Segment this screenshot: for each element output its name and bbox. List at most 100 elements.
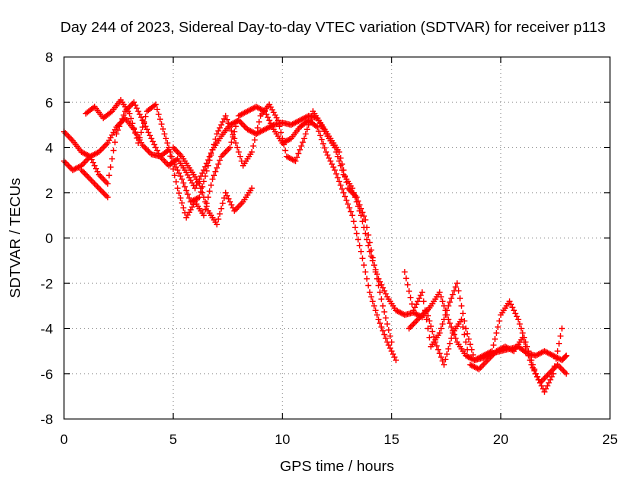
data-point: [360, 213, 367, 220]
data-point: [439, 320, 446, 327]
data-point: [307, 117, 314, 124]
data-point: [222, 189, 229, 196]
data-point: [346, 204, 353, 211]
data-point: [344, 201, 351, 208]
data-point: [155, 111, 162, 118]
data-point: [229, 131, 236, 138]
data-point: [446, 320, 453, 327]
data-point: [532, 370, 539, 377]
x-tick-label: 20: [493, 431, 509, 447]
data-point: [465, 354, 472, 361]
data-point: [363, 236, 370, 243]
x-tick-label: 15: [384, 431, 400, 447]
data-point: [296, 146, 303, 153]
data-point: [419, 289, 426, 296]
data-point: [142, 123, 149, 130]
data-point: [470, 351, 477, 358]
data-point: [323, 149, 330, 156]
data-point: [464, 330, 471, 337]
data-point: [177, 173, 184, 180]
data-point: [365, 231, 372, 238]
data-point: [269, 123, 276, 130]
data-point: [426, 334, 433, 341]
data-point: [518, 325, 525, 332]
data-point: [113, 130, 120, 137]
y-tick-label: 0: [45, 230, 53, 246]
data-point: [132, 102, 139, 109]
x-tick-label: 10: [275, 431, 291, 447]
data-point: [372, 307, 379, 314]
data-point: [135, 139, 142, 146]
data-point: [222, 112, 229, 119]
data-point: [279, 135, 286, 142]
data-point: [366, 289, 373, 296]
data-point: [336, 158, 343, 165]
data-point: [553, 355, 560, 362]
data-point: [132, 130, 139, 137]
data-point: [342, 173, 349, 180]
data-point: [206, 157, 213, 164]
data-point: [320, 140, 327, 147]
data-point: [120, 112, 127, 119]
data-point: [170, 158, 177, 165]
data-point: [226, 198, 233, 205]
data-point: [228, 139, 235, 146]
y-tick-label: 4: [45, 140, 53, 156]
data-point: [368, 247, 375, 254]
data-point: [439, 298, 446, 305]
data-point: [356, 201, 363, 208]
data-point: [218, 121, 225, 128]
data-point: [358, 205, 365, 212]
data-point: [385, 327, 392, 334]
data-point: [425, 312, 431, 319]
y-tick-label: -4: [41, 321, 54, 337]
data-point: [448, 323, 455, 330]
data-point: [221, 115, 228, 122]
data-point: [374, 311, 381, 318]
data-point: [382, 314, 389, 321]
data-point: [199, 170, 206, 177]
data-point: [406, 288, 413, 295]
data-point: [275, 117, 282, 124]
data-point: [154, 106, 161, 113]
data-point: [516, 320, 523, 327]
data-point: [104, 194, 111, 201]
data-point: [349, 212, 356, 219]
data-point: [145, 129, 152, 136]
data-point: [139, 124, 146, 131]
data-point: [461, 331, 468, 338]
data-point: [376, 289, 383, 296]
data-point: [391, 354, 398, 361]
data-point: [445, 345, 452, 352]
data-point: [414, 298, 421, 305]
data-point: [330, 164, 337, 171]
data-point: [232, 123, 239, 130]
y-tick-labels: -8 -6 -4 -2 0 2 4 6 8: [41, 49, 54, 427]
data-point: [404, 281, 411, 288]
data-point: [374, 275, 381, 282]
data-point: [93, 165, 100, 172]
data-point: [369, 254, 376, 261]
data-point: [212, 136, 219, 143]
data-point: [226, 144, 233, 151]
data-point: [234, 144, 241, 151]
data-point: [441, 316, 448, 323]
data-point: [141, 118, 148, 125]
data-point: [200, 167, 207, 174]
data-point: [266, 117, 273, 124]
data-point: [430, 333, 437, 340]
data-point: [458, 316, 465, 323]
data-point: [525, 352, 532, 359]
data-point: [301, 135, 308, 142]
data-point: [200, 194, 207, 201]
data-point: [442, 311, 449, 318]
data-point: [366, 239, 373, 246]
data-point: [277, 129, 284, 136]
data-point: [321, 144, 328, 151]
data-point: [146, 132, 153, 139]
data-point: [365, 282, 372, 289]
data-point: [342, 193, 349, 200]
data-point: [337, 155, 344, 162]
y-tick-label: -8: [41, 411, 54, 427]
data-point: [276, 123, 283, 130]
